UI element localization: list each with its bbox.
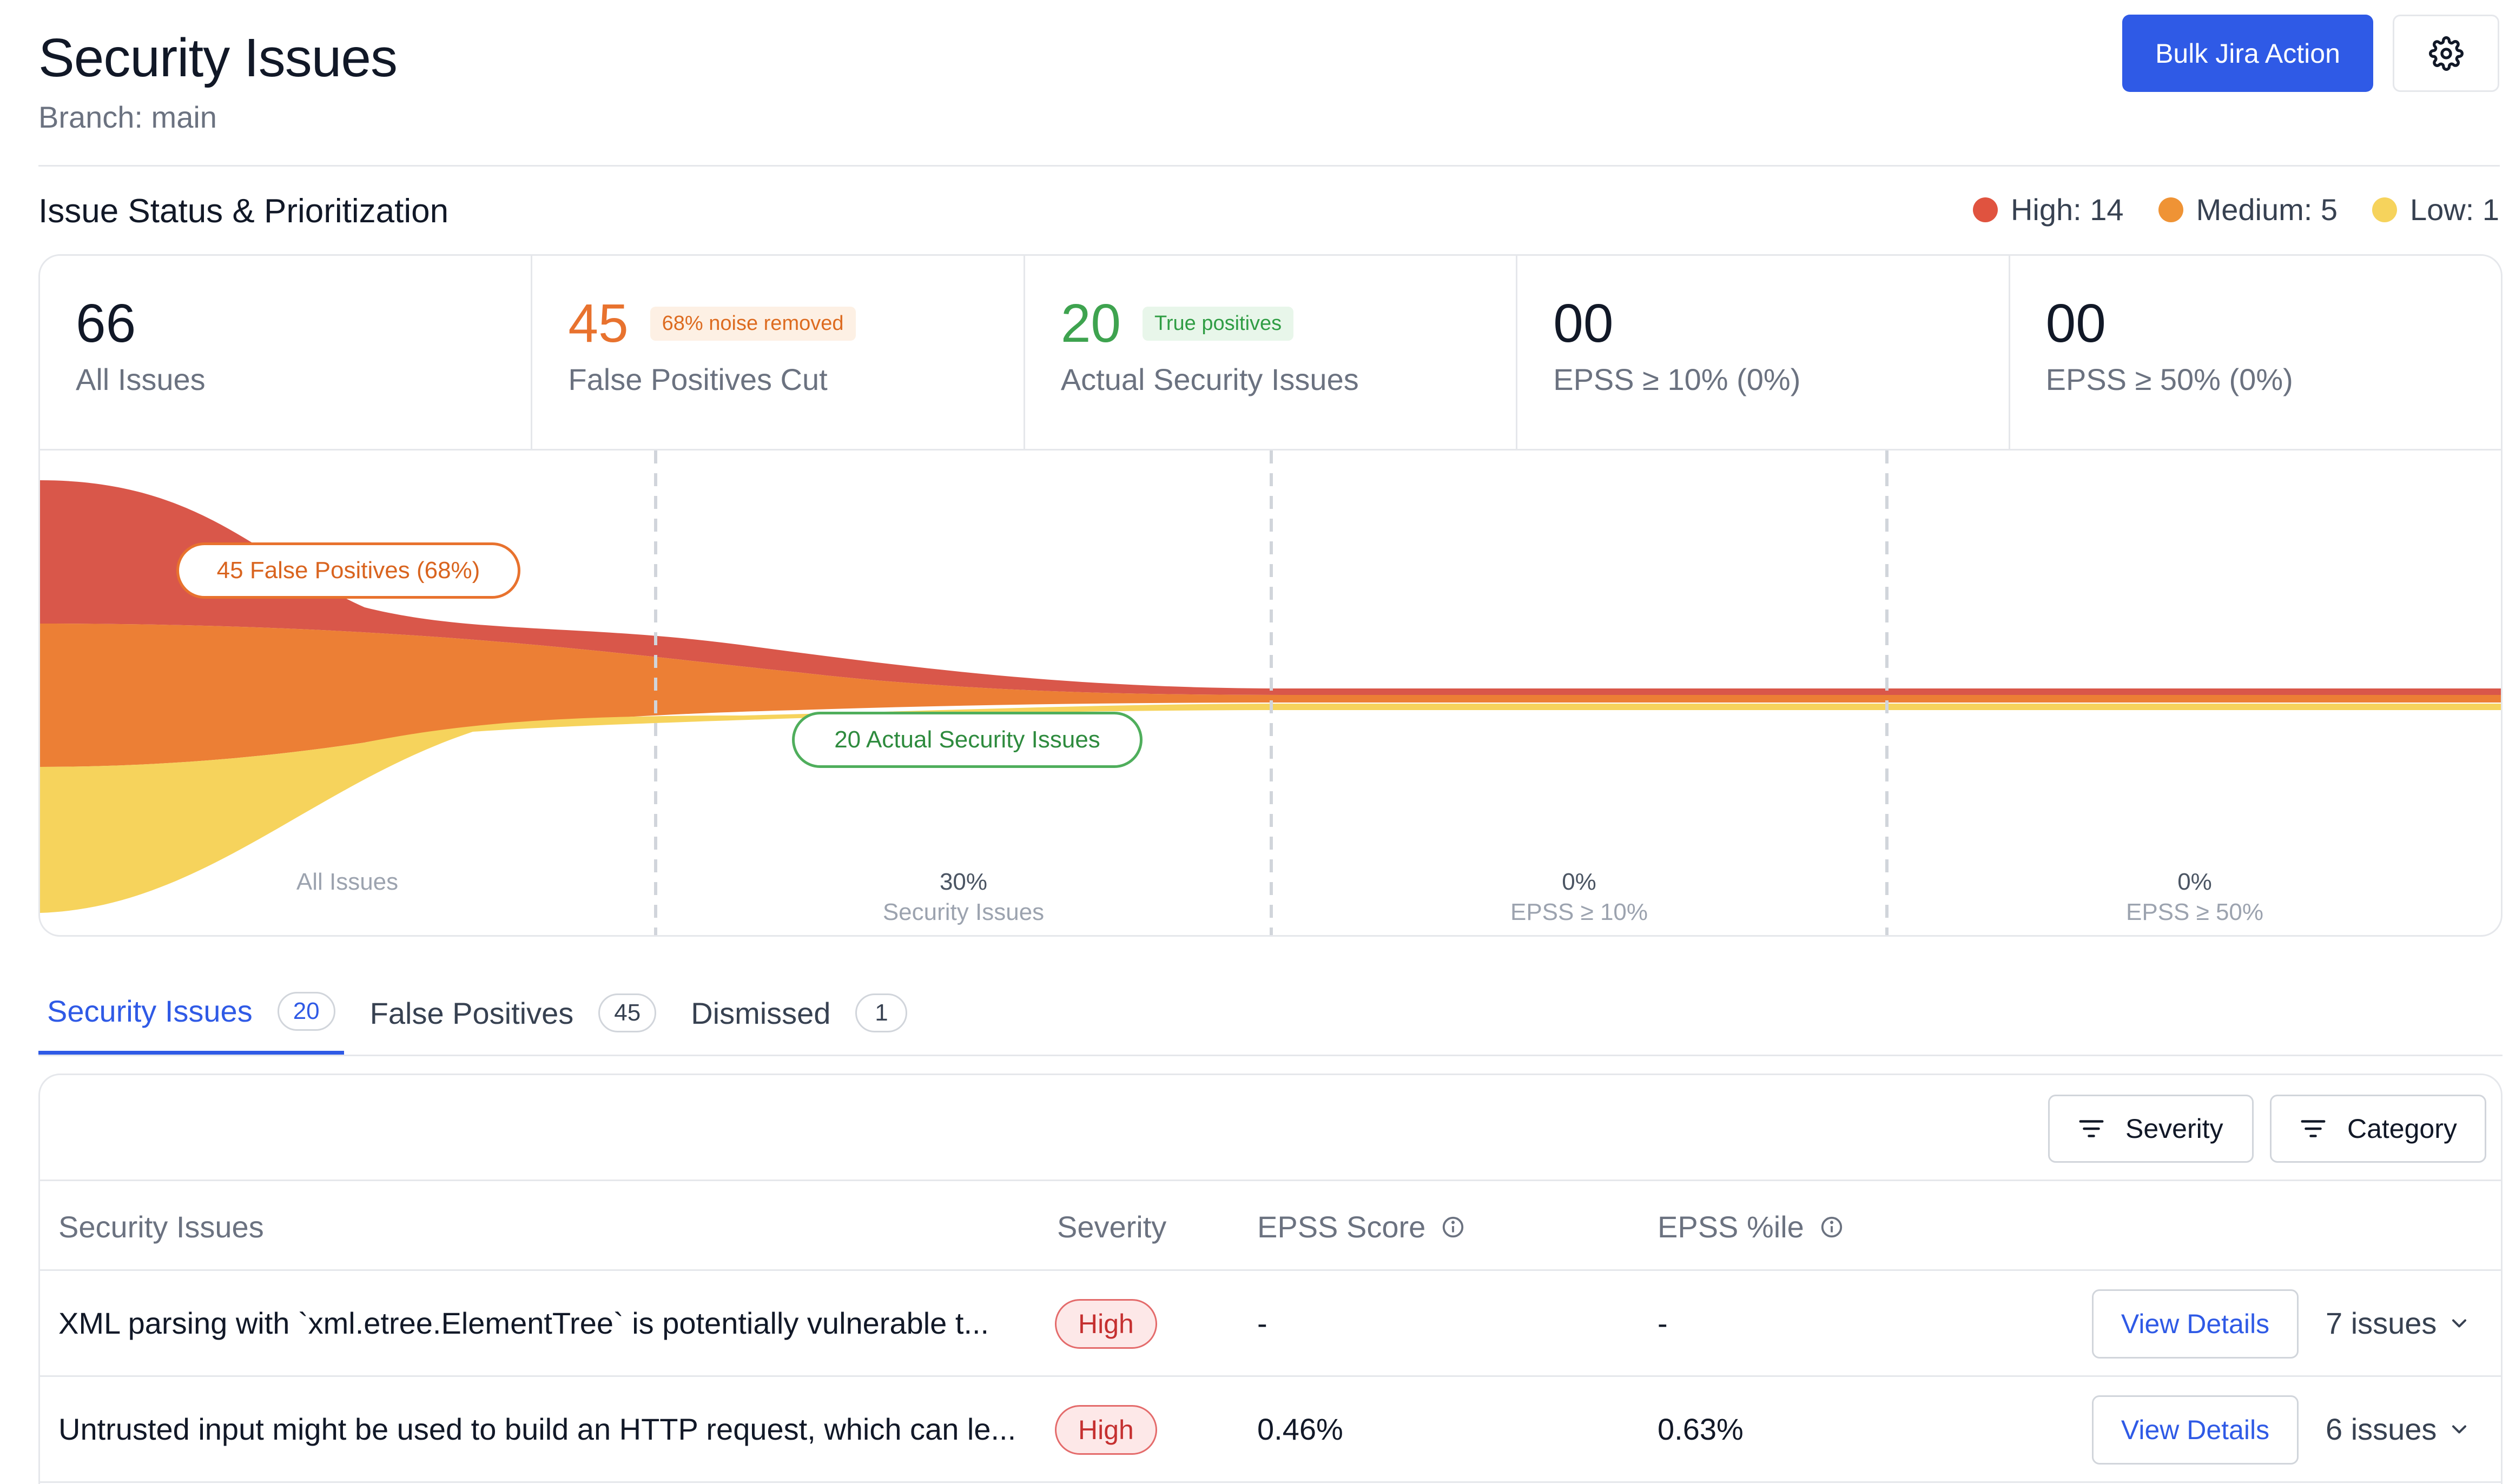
settings-button[interactable] [2393, 15, 2499, 92]
funnel-card: 66 All Issues 45 68% noise removed False… [38, 254, 2503, 937]
tab-count-badge: 45 [598, 993, 657, 1032]
false-positives-pill: 45 False Positives (68%) [176, 542, 520, 599]
gear-icon [2428, 36, 2464, 71]
medium-dot-icon [2158, 197, 2183, 222]
header-divider [38, 165, 2500, 167]
stat-value: 66 [76, 293, 136, 354]
epss-percentile: - [1658, 1306, 1668, 1340]
column-pct: 0% [2177, 869, 2212, 895]
stat-epss-50[interactable]: 00 EPSS ≥ 50% (0%) [2010, 256, 2501, 449]
tab-label: Dismissed [691, 996, 831, 1030]
header-label: EPSS %ile [1658, 1210, 1804, 1244]
severity-filter-label: Severity [2125, 1114, 2223, 1144]
funnel-chart [40, 451, 2501, 935]
column-label: Security Issues [882, 899, 1045, 925]
high-dot-icon [1972, 197, 1998, 222]
view-details-button[interactable]: View Details [2092, 1289, 2299, 1359]
bulk-jira-action-button[interactable]: Bulk Jira Action [2122, 15, 2373, 92]
tab-count-badge: 20 [277, 991, 335, 1031]
legend-low: Low: 1 [2372, 192, 2499, 227]
header-label: Security Issues [58, 1210, 264, 1244]
severity-legend: High: 14 Medium: 5 Low: 1 [1972, 192, 2499, 227]
header-epss-score[interactable]: EPSS Score [1257, 1209, 1465, 1244]
tab-security-issues[interactable]: Security Issues 20 [38, 984, 344, 1055]
stat-label: False Positives Cut [568, 362, 828, 396]
issues-count-toggle[interactable]: 7 issues [2326, 1306, 2471, 1341]
branch-label: Branch: main [38, 100, 217, 134]
filter-icon [2301, 1120, 2326, 1137]
column-label: EPSS ≥ 10% [1510, 899, 1648, 925]
stat-value: 45 [568, 293, 629, 354]
stat-label: All Issues [76, 362, 206, 396]
funnel-column-epss50: 0% EPSS ≥ 50% [1924, 867, 2465, 928]
funnel-column-security: 30% Security Issues [693, 867, 1234, 928]
table-header: Security Issues Severity EPSS Score EPSS… [40, 1181, 2501, 1271]
column-pct: 30% [939, 869, 988, 895]
page-title: Security Issues [38, 28, 398, 88]
tab-dismissed[interactable]: Dismissed 1 [682, 984, 916, 1055]
funnel-column-all: All Issues [77, 867, 618, 897]
filter-bar: Severity Category [40, 1075, 2501, 1181]
legend-high-label: High: 14 [2010, 193, 2124, 227]
true-positives-chip: True positives [1143, 306, 1294, 341]
stat-false-positives[interactable]: 45 68% noise removed False Positives Cut [532, 256, 1025, 449]
stat-value: 20 [1060, 293, 1121, 354]
actual-issues-pill: 20 Actual Security Issues [792, 712, 1143, 768]
severity-badge: High [1055, 1299, 1157, 1349]
tab-false-positives[interactable]: False Positives 45 [361, 984, 665, 1055]
column-label: EPSS ≥ 50% [2125, 899, 2264, 925]
info-icon[interactable] [1819, 1215, 1844, 1240]
issue-tabs: Security Issues 20 False Positives 45 Di… [38, 984, 933, 1055]
stat-label: EPSS ≥ 50% (0%) [2045, 362, 2293, 396]
stats-row: 66 All Issues 45 68% noise removed False… [40, 256, 2501, 451]
issues-count-label: 6 issues [2326, 1412, 2437, 1446]
legend-low-label: Low: 1 [2410, 193, 2499, 227]
stat-value: 00 [1553, 293, 1614, 354]
tab-label: Security Issues [47, 994, 253, 1028]
table-row[interactable]: Untrusted input might be used to build a… [40, 1377, 2501, 1483]
epss-score: 0.46% [1257, 1412, 1343, 1446]
header-label: EPSS Score [1257, 1210, 1426, 1244]
stat-label: Actual Security Issues [1060, 362, 1359, 396]
filter-icon [2079, 1120, 2104, 1137]
epss-score: - [1257, 1306, 1267, 1340]
tab-count-badge: 1 [855, 993, 908, 1032]
severity-badge: High [1055, 1405, 1157, 1455]
issues-table-card: Severity Category Security Issues Severi… [38, 1074, 2503, 1484]
issue-title: XML parsing with `xml.etree.ElementTree`… [58, 1306, 989, 1340]
tab-label: False Positives [369, 996, 574, 1030]
header-severity[interactable]: Severity [1057, 1209, 1166, 1244]
funnel-column-epss10: 0% EPSS ≥ 10% [1309, 867, 1850, 928]
issues-count-toggle[interactable]: 6 issues [2326, 1412, 2471, 1447]
info-icon[interactable] [1441, 1215, 1465, 1240]
issues-count-label: 7 issues [2326, 1306, 2437, 1340]
table-row[interactable]: XML parsing with `xml.etree.ElementTree`… [40, 1271, 2501, 1377]
stat-value: 00 [2045, 293, 2106, 354]
stat-epss-10[interactable]: 00 EPSS ≥ 10% (0%) [1517, 256, 2010, 449]
chevron-down-icon [2452, 1425, 2467, 1434]
low-dot-icon [2372, 197, 2397, 222]
stat-actual-issues[interactable]: 20 True positives Actual Security Issues [1025, 256, 1518, 449]
issue-title: Untrusted input might be used to build a… [58, 1412, 1016, 1446]
view-details-button[interactable]: View Details [2092, 1395, 2299, 1465]
category-filter-label: Category [2347, 1114, 2457, 1144]
legend-high: High: 14 [1972, 192, 2124, 227]
category-filter-button[interactable]: Category [2270, 1095, 2486, 1163]
header-security-issues[interactable]: Security Issues [58, 1209, 264, 1244]
section-title: Issue Status & Prioritization [38, 193, 449, 230]
header-label: Severity [1057, 1210, 1167, 1244]
epss-percentile: 0.63% [1658, 1412, 1744, 1446]
column-label: All Issues [296, 869, 399, 895]
chevron-down-icon [2452, 1319, 2467, 1328]
column-pct: 0% [1562, 869, 1596, 895]
header-epss-percentile[interactable]: EPSS %ile [1658, 1209, 1844, 1244]
stat-all-issues[interactable]: 66 All Issues [40, 256, 533, 449]
severity-filter-button[interactable]: Severity [2048, 1095, 2254, 1163]
legend-medium-label: Medium: 5 [2196, 193, 2338, 227]
noise-removed-chip: 68% noise removed [650, 306, 856, 341]
tabs-divider [38, 1055, 2503, 1056]
legend-medium: Medium: 5 [2158, 192, 2338, 227]
stat-label: EPSS ≥ 10% (0%) [1553, 362, 1801, 396]
